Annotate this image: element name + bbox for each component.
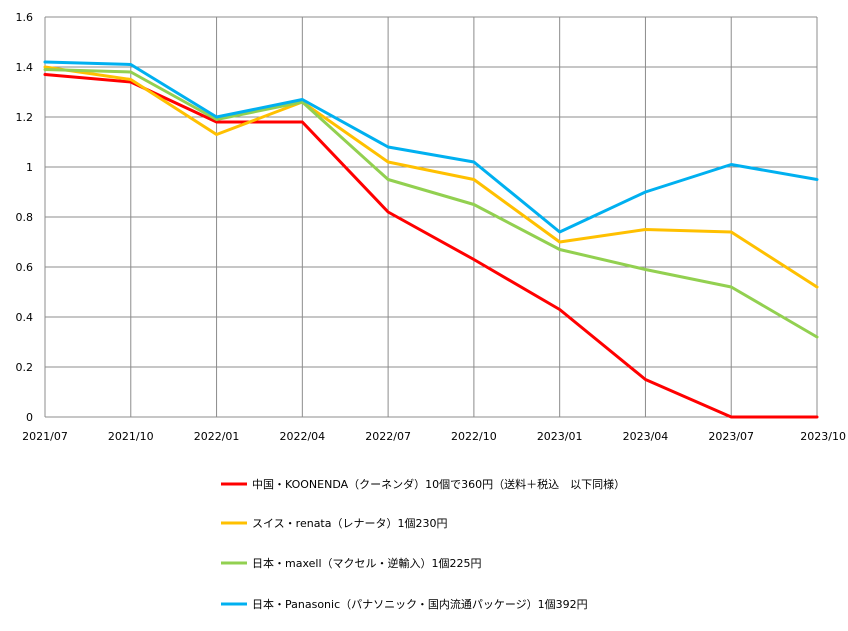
legend-label: 日本・Panasonic（パナソニック・国内流通パッケージ）1個392円 bbox=[252, 597, 588, 611]
y-tick-label: 1.6 bbox=[16, 11, 34, 24]
legend: 中国・KOONENDA（クーネンダ）10個で360円（送料＋税込 以下同様） スイ… bbox=[221, 477, 625, 611]
x-axis-ticks: 2021/07 2021/10 2022/01 2022/04 2022/07 2022/… bbox=[22, 430, 846, 443]
grid bbox=[44, 16, 818, 418]
y-tick-label: 1 bbox=[26, 161, 33, 174]
legend-label: 日本・maxell（マクセル・逆輸入）1個225円 bbox=[252, 556, 482, 570]
x-tick-label: 2021/10 bbox=[108, 430, 154, 443]
y-tick-label: 1.4 bbox=[16, 61, 34, 74]
legend-label: スイス・renata（レナータ）1個230円 bbox=[252, 517, 447, 530]
x-tick-label: 2023/01 bbox=[537, 430, 583, 443]
x-tick-label: 2023/10 bbox=[800, 430, 846, 443]
y-tick-label: 1.2 bbox=[16, 111, 34, 124]
x-tick-label: 2022/04 bbox=[279, 430, 325, 443]
y-tick-label: 0.2 bbox=[16, 361, 34, 374]
y-tick-label: 0 bbox=[26, 411, 33, 424]
x-tick-label: 2023/04 bbox=[623, 430, 669, 443]
y-tick-label: 0.6 bbox=[16, 261, 34, 274]
series-lines bbox=[43, 60, 819, 419]
x-tick-label: 2022/10 bbox=[451, 430, 497, 443]
legend-label: 中国・KOONENDA（クーネンダ）10個で360円（送料＋税込 以下同様） bbox=[252, 477, 625, 491]
x-tick-label: 2023/07 bbox=[708, 430, 754, 443]
series-line-3 bbox=[43, 60, 819, 234]
y-tick-label: 0.4 bbox=[16, 311, 34, 324]
series-line-2 bbox=[43, 68, 819, 339]
y-axis-ticks: 0 0.2 0.4 0.6 0.8 1 1.2 1.4 1.6 bbox=[16, 11, 34, 424]
x-tick-label: 2022/01 bbox=[194, 430, 240, 443]
series-line-1 bbox=[43, 65, 819, 289]
series-line-0 bbox=[43, 73, 819, 419]
y-tick-label: 0.8 bbox=[16, 211, 34, 224]
x-tick-label: 2021/07 bbox=[22, 430, 68, 443]
x-tick-label: 2022/07 bbox=[365, 430, 411, 443]
